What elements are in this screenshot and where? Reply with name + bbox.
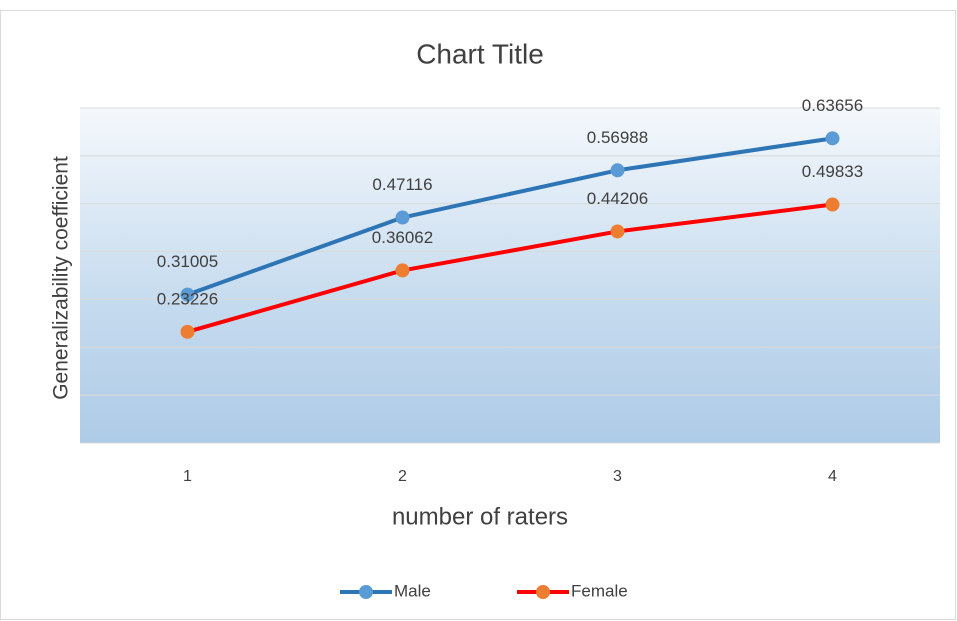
x-tick-label: 2 [398, 468, 407, 485]
marker [395, 210, 410, 225]
x-tick-label: 3 [613, 468, 622, 485]
data-label: 0.36062 [372, 228, 433, 247]
plot-area [80, 108, 940, 443]
series-line [186, 136, 833, 297]
data-label: 0.47116 [372, 175, 432, 194]
x-axis-title: number of raters [392, 503, 568, 530]
legend-marker [359, 585, 373, 599]
series-line [186, 202, 833, 334]
marker [180, 287, 195, 302]
data-label: 0.23226 [157, 289, 218, 308]
legend-label: Male [394, 581, 431, 600]
marker [180, 324, 195, 339]
chart-title: Chart Title [416, 38, 544, 69]
marker [610, 224, 625, 239]
data-label: 0.63656 [802, 96, 863, 115]
y-axis-title: Generalizability coefficient [50, 156, 73, 400]
data-label: 0.44206 [587, 189, 648, 208]
data-label: 0.49833 [802, 162, 863, 181]
marker [825, 131, 840, 146]
marker [825, 197, 840, 212]
data-label: 0.56988 [587, 128, 648, 147]
legend-marker [536, 585, 550, 599]
data-label: 0.31005 [157, 252, 218, 271]
legend-label: Female [571, 581, 628, 600]
x-tick-label: 4 [828, 468, 837, 485]
marker [395, 263, 410, 278]
marker [610, 163, 625, 178]
x-tick-label: 1 [183, 468, 192, 485]
